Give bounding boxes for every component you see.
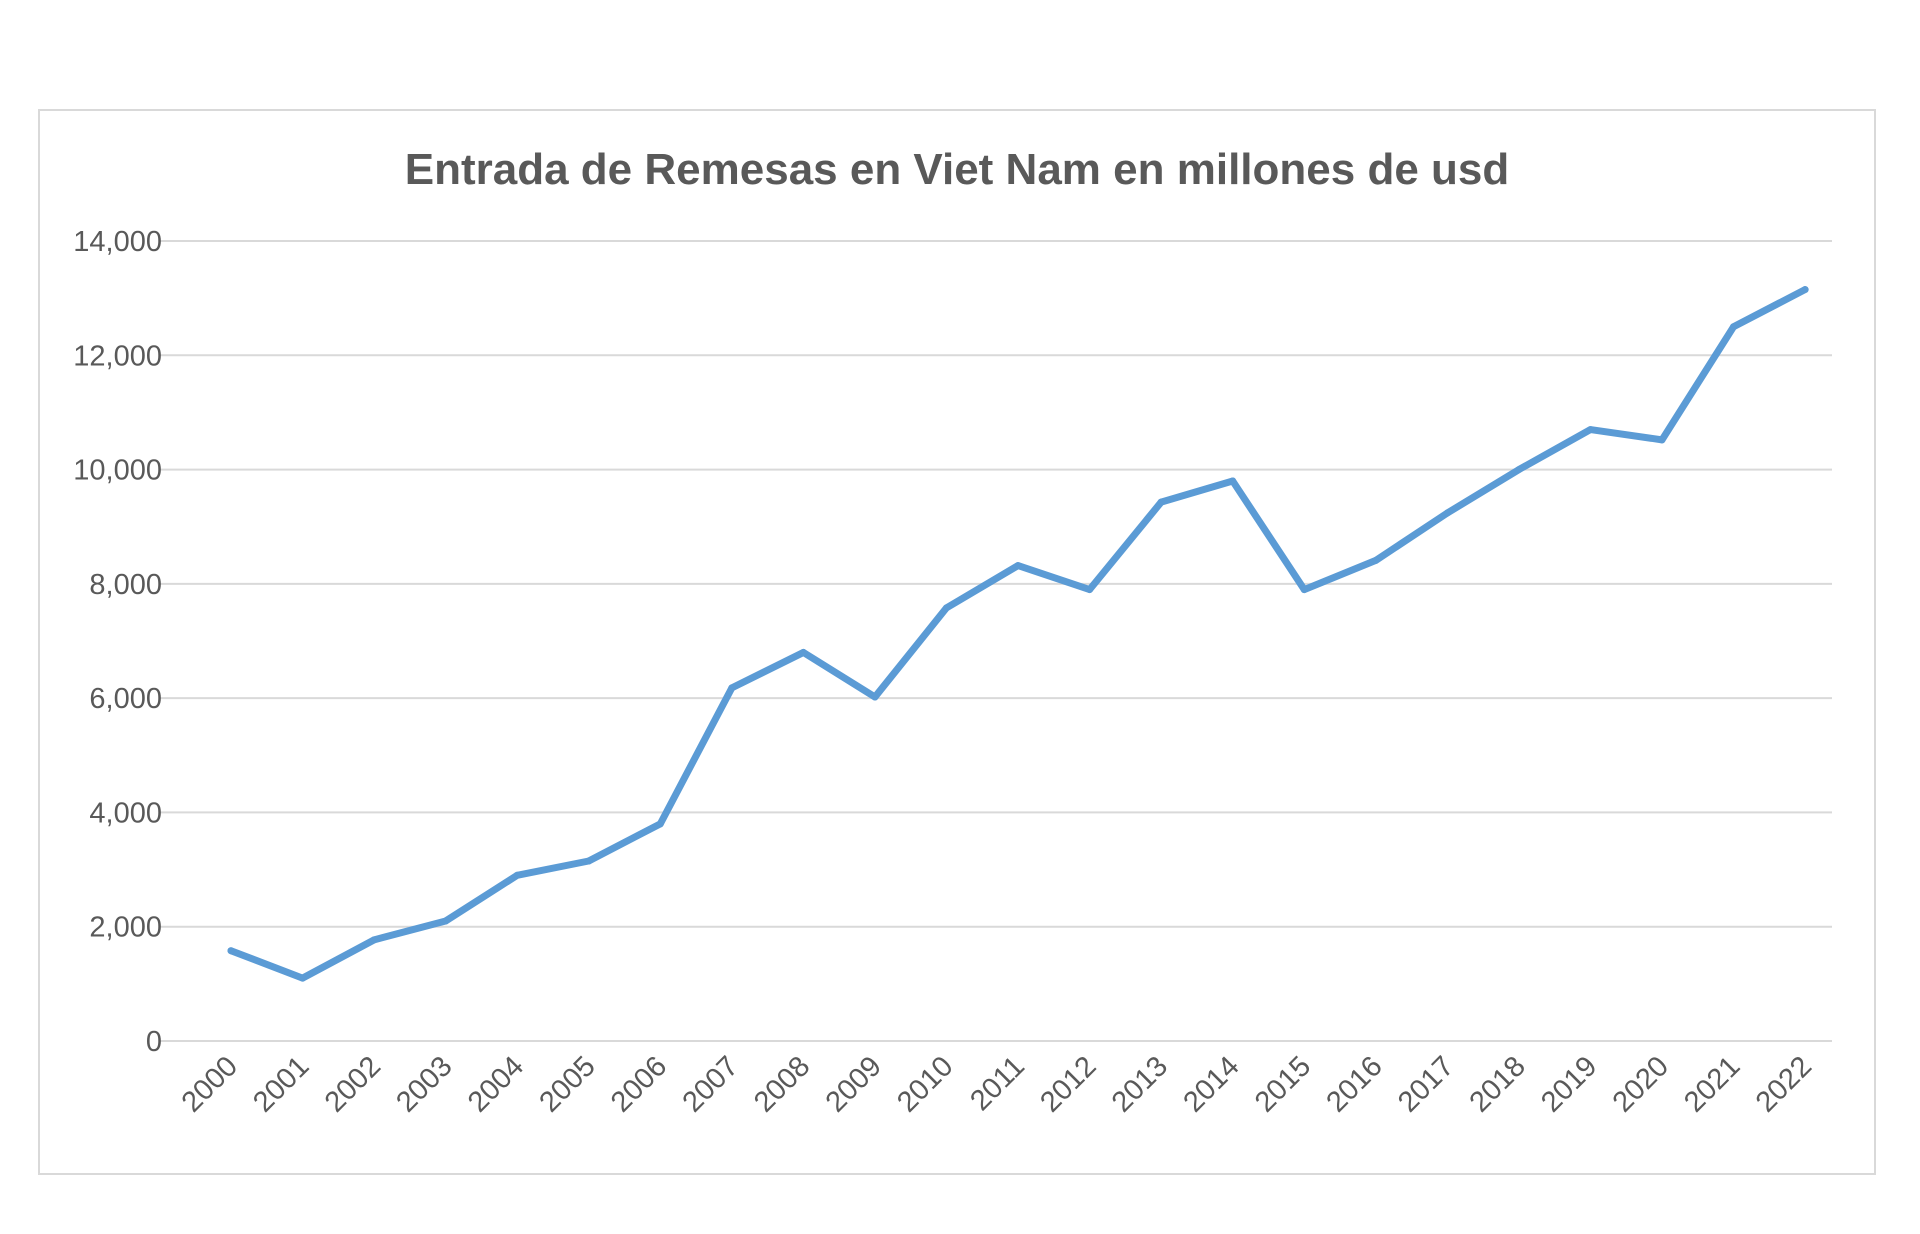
x-tick-label: 2009	[820, 1050, 888, 1118]
x-tick-label: 2019	[1535, 1050, 1603, 1118]
y-tick-label: 12,000	[73, 340, 162, 372]
x-tick-label: 2022	[1750, 1050, 1818, 1118]
y-tick-label: 0	[146, 1026, 162, 1058]
data-point	[1372, 556, 1380, 564]
data-point	[1443, 509, 1451, 517]
x-tick-label: 2005	[533, 1050, 601, 1118]
x-tick-label: 2002	[319, 1050, 387, 1118]
data-point	[1730, 323, 1738, 331]
y-tick-label: 14,000	[73, 226, 162, 258]
data-point	[513, 871, 521, 879]
x-tick-label: 2015	[1249, 1050, 1317, 1118]
chart-title: Entrada de Remesas en Viet Nam en millon…	[404, 145, 1510, 194]
data-point	[1515, 466, 1523, 474]
data-point	[1229, 477, 1237, 485]
series-line	[227, 286, 1809, 982]
x-tick-label: 2018	[1464, 1050, 1532, 1118]
data-point	[1658, 436, 1666, 444]
x-tick-label: 2021	[1678, 1050, 1746, 1118]
data-point	[1014, 562, 1022, 570]
x-tick-label: 2006	[605, 1050, 673, 1118]
data-point	[943, 604, 950, 612]
data-point	[871, 693, 879, 701]
x-tick-label: 2014	[1177, 1050, 1245, 1118]
data-point	[227, 947, 235, 955]
data-point	[299, 974, 307, 982]
data-point	[370, 936, 378, 944]
x-tick-label: 2020	[1607, 1050, 1675, 1118]
x-tick-label: 2003	[390, 1050, 458, 1118]
x-tick-label: 2013	[1106, 1050, 1174, 1118]
x-tick-label: 2011	[964, 1050, 1031, 1117]
data-point	[799, 648, 807, 656]
x-tick-label: 2007	[677, 1050, 745, 1118]
y-tick-label: 2,000	[89, 912, 162, 944]
data-point	[1801, 286, 1809, 294]
data-point	[728, 684, 736, 692]
data-point	[1300, 586, 1308, 594]
data-point	[1086, 586, 1094, 594]
data-point	[442, 917, 450, 925]
x-tick-label: 2017	[1392, 1050, 1460, 1118]
x-tick-label: 2000	[176, 1050, 244, 1118]
x-tick-label: 2010	[891, 1050, 959, 1118]
x-tick-label: 2008	[748, 1050, 816, 1118]
x-tick-label: 2001	[247, 1050, 315, 1118]
data-point	[1157, 498, 1165, 506]
data-point	[585, 857, 593, 865]
data-point	[656, 820, 664, 828]
x-tick-label: 2012	[1034, 1050, 1102, 1118]
y-tick-label: 10,000	[73, 455, 162, 487]
x-tick-label: 2016	[1321, 1050, 1389, 1118]
chart-frame: Entrada de Remesas en Viet Nam en millon…	[38, 109, 1876, 1175]
y-tick-label: 6,000	[89, 683, 162, 715]
y-tick-label: 8,000	[89, 569, 162, 601]
x-tick-label: 2004	[462, 1050, 530, 1118]
y-tick-label: 4,000	[89, 797, 162, 829]
data-point	[1586, 426, 1594, 434]
